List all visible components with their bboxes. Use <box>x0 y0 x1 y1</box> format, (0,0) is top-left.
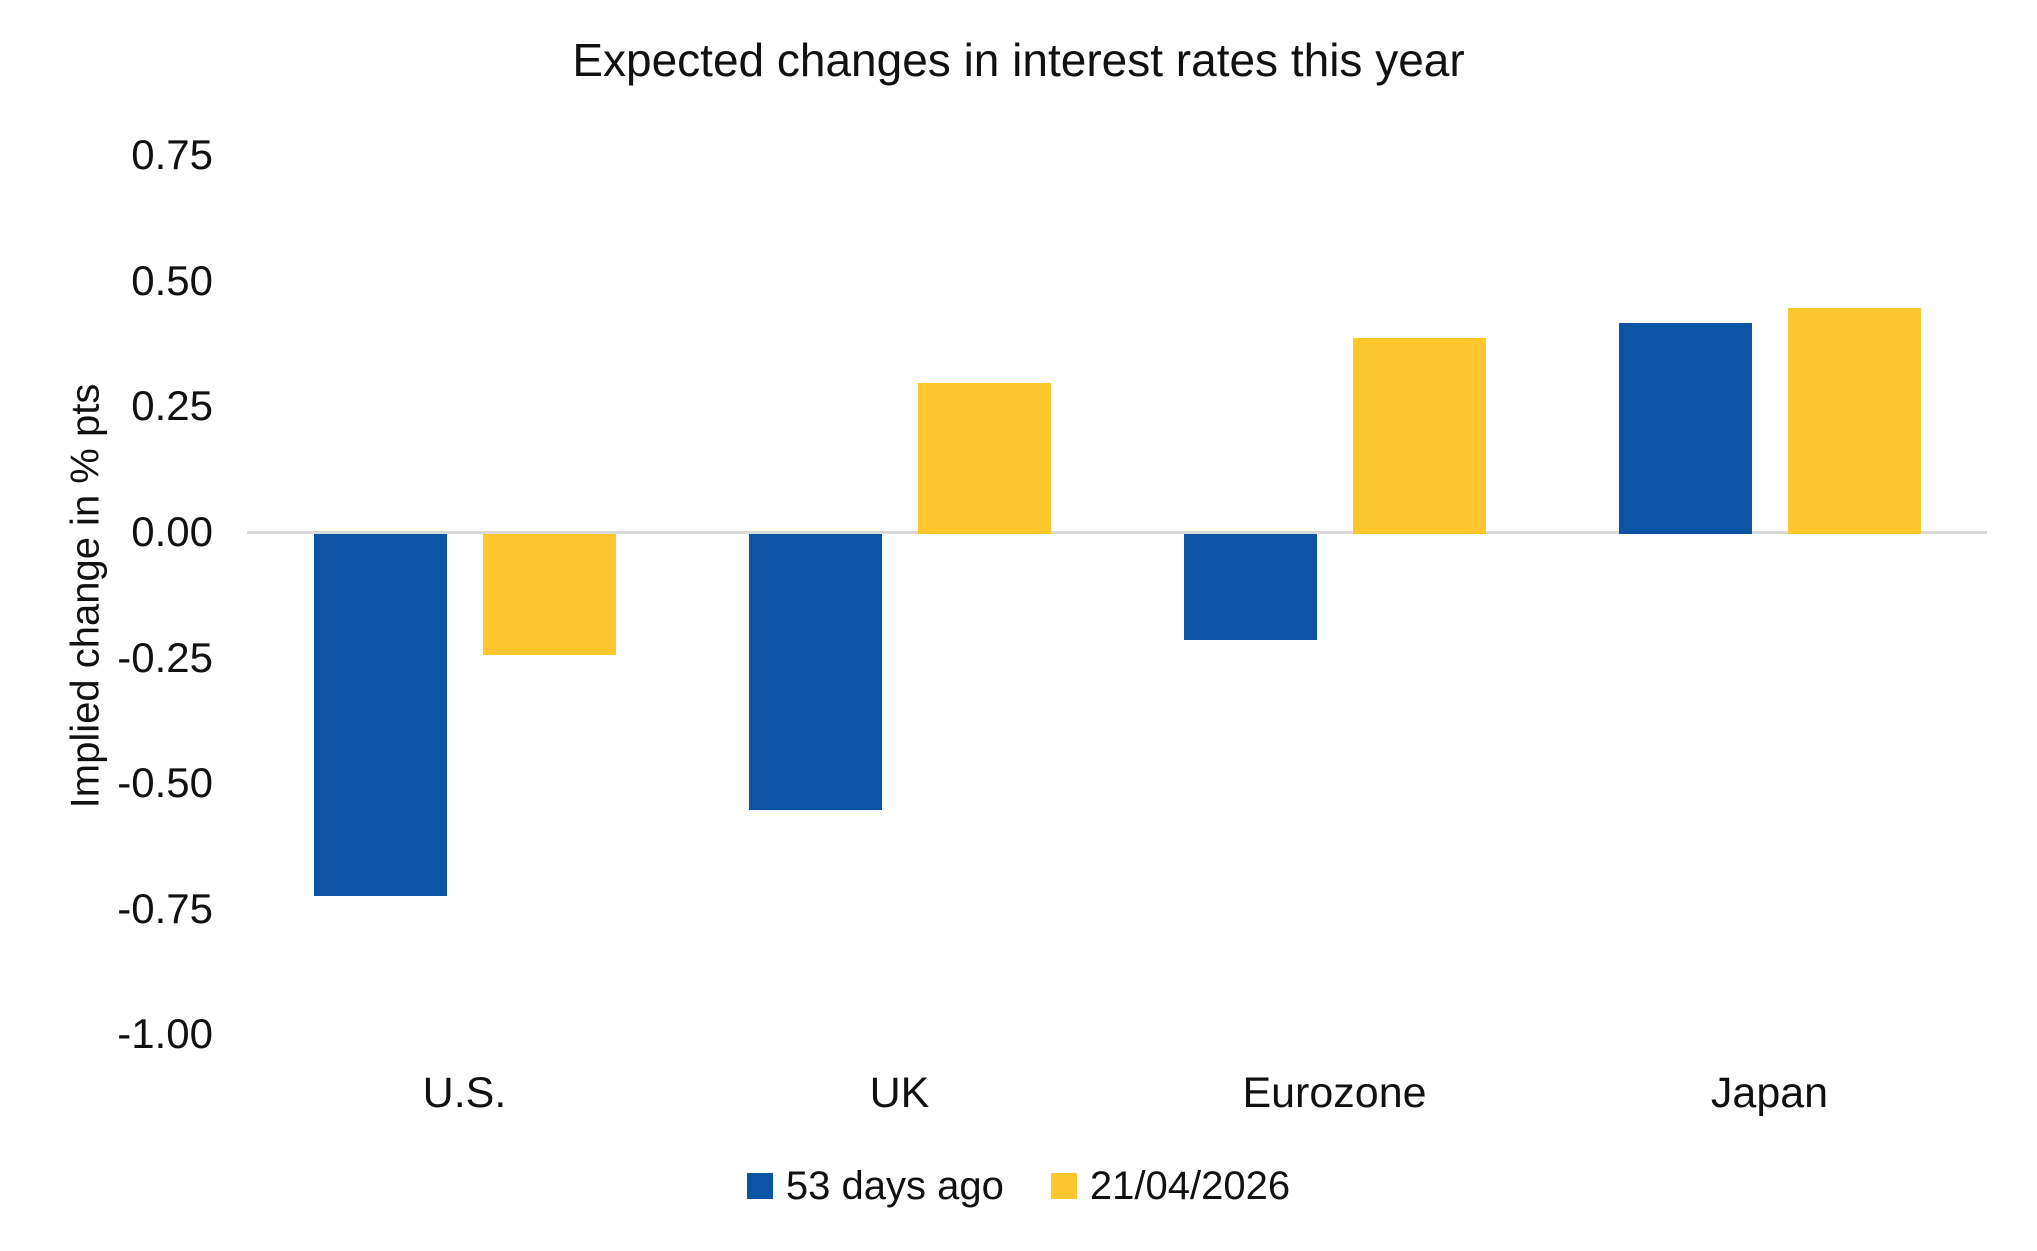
bar-53-days-ago-eurozone <box>1184 534 1317 640</box>
legend-swatch-blue <box>746 1173 773 1199</box>
bar-53-days-ago-u-s <box>314 534 447 896</box>
legend-label-53-days-ago: 53 days ago <box>785 1163 1004 1208</box>
y-tick-label-0-50: -0.50 <box>117 759 213 806</box>
x-category-label-u-s: U.S. <box>422 1069 507 1117</box>
x-category-label-uk: UK <box>869 1069 930 1117</box>
y-tick-label-0-25: 0.25 <box>131 382 213 429</box>
y-tick-label-0-50: 0.50 <box>131 257 213 304</box>
bar-21-04-2026-japan <box>1788 308 1921 534</box>
y-tick-label-1-00: -1.00 <box>117 1010 213 1057</box>
bar-21-04-2026-eurozone <box>1353 338 1486 534</box>
legend: 53 days ago 21/04/2026 <box>0 1160 2037 1212</box>
x-category-label-eurozone: Eurozone <box>1242 1069 1427 1117</box>
bar-53-days-ago-japan <box>1619 323 1752 534</box>
y-tick-label-0-00: 0.00 <box>131 508 213 555</box>
legend-item-53-days-ago: 53 days ago <box>746 1163 1004 1210</box>
y-tick-label-0-75: -0.75 <box>117 885 213 932</box>
bar-21-04-2026-uk <box>918 383 1051 534</box>
legend-swatch-yellow <box>1050 1173 1077 1199</box>
y-tick-label-0-75: 0.75 <box>131 131 213 178</box>
legend-label-21-04-2026: 21/04/2026 <box>1089 1163 1291 1208</box>
chart-title: Expected changes in interest rates this … <box>572 34 1465 86</box>
bar-21-04-2026-u-s <box>483 534 616 655</box>
legend-item-21-04-2026: 21/04/2026 <box>1050 1163 1291 1210</box>
bar-53-days-ago-uk <box>749 534 882 810</box>
y-axis-title: Implied change in % pts <box>63 383 108 809</box>
x-axis-zero-line <box>247 531 1987 534</box>
x-category-label-japan: Japan <box>1710 1069 1829 1117</box>
y-tick-label-0-25: -0.25 <box>117 634 213 681</box>
